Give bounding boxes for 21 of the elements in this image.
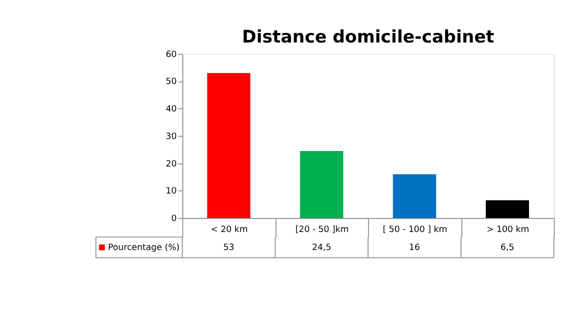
y-tick-label: 50 [166, 77, 177, 88]
y-tick-label: 30 [166, 132, 177, 142]
chart-title: Distance domicile-cabinet [242, 28, 494, 48]
y-tick-label: 20 [166, 159, 177, 170]
data-label: 16 [409, 242, 420, 253]
y-tick-label: 0 [171, 214, 177, 224]
x-tick-label: < 20 km [210, 225, 248, 236]
bar [300, 150, 344, 218]
data-label: 6,5 [500, 242, 514, 253]
legend-label: Pourcentage (%) [108, 242, 180, 253]
y-tick-label: 10 [166, 186, 177, 197]
x-tick-label: [ 50 - 100 ] km [382, 225, 448, 236]
y-tick-label: 60 [166, 50, 177, 60]
y-tick-label: 40 [166, 104, 177, 115]
x-tick-label: [20 - 50 ]km [295, 225, 349, 236]
x-tick-label: > 100 km [486, 225, 530, 236]
data-label: 24,5 [312, 242, 332, 253]
bar [486, 200, 530, 218]
data-label: 53 [223, 242, 234, 253]
bar [207, 72, 250, 218]
bar [392, 174, 436, 218]
